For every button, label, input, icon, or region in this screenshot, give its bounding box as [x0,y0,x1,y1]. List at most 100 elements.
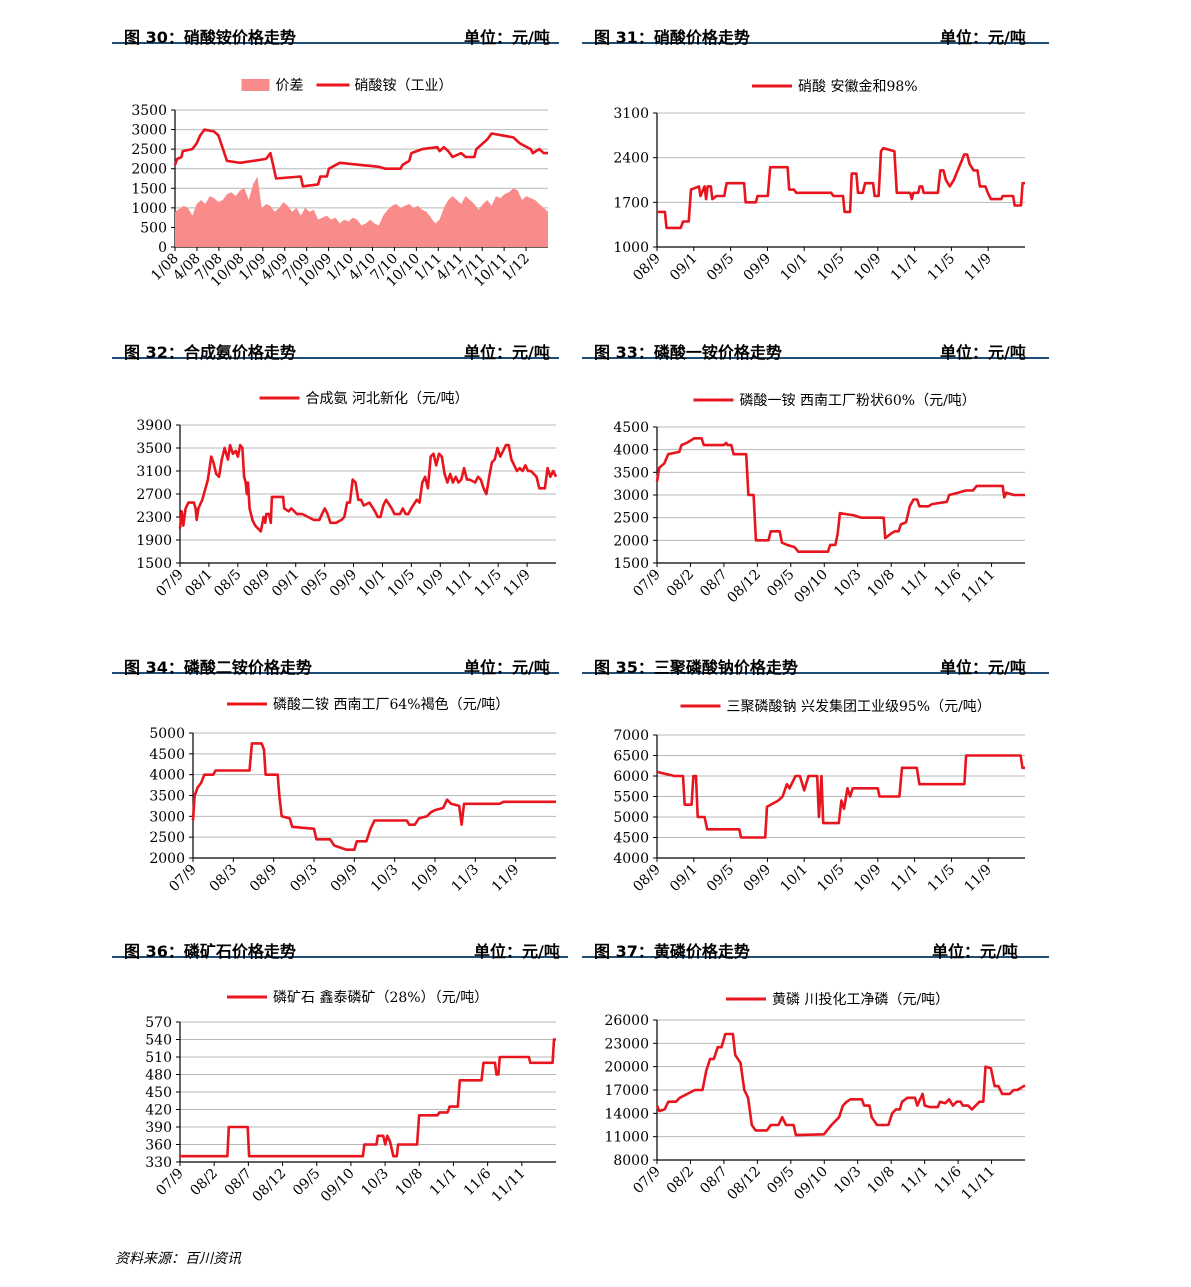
x-tick-label: 08/2 [664,567,698,601]
panel-header [112,922,568,958]
y-tick-label: 1000 [613,240,649,256]
legend: 磷酸一铵 西南工厂粉状60%（元/吨） [693,393,976,409]
x-tick-label: 09/3 [287,862,321,896]
y-tick-label: 20000 [604,1060,649,1076]
y-tick-label: 23000 [604,1036,649,1052]
panel-unit: 单位：元/吨 [940,658,1026,677]
x-tick-label: 10/5 [814,251,848,285]
chart-panel: 图 32：合成氨价格走势 单位：元/吨 [112,323,559,363]
legend: 硝酸 安徽金和98% [752,79,918,95]
x-tick-label: 10/8 [393,1166,427,1200]
x-tick-label: 10/1 [777,862,811,896]
panel-title: 图 37：黄磷价格走势 [594,942,750,961]
panel-unit: 单位：元/吨 [940,28,1026,47]
source-note: 资料来源：百川资讯 [115,1251,241,1267]
x-tick-label: 09/5 [704,862,738,896]
y-tick-label: 3500 [613,465,649,481]
y-tick-label: 0 [158,240,167,256]
x-tick-label: 09/10 [791,567,831,607]
y-tick-label: 8000 [613,1153,649,1169]
y-tick-label: 1900 [136,533,172,549]
x-tick-label: 11/1 [427,1166,461,1200]
series-line [178,443,558,533]
y-tick-label: 11000 [604,1130,649,1146]
x-tick-label: 08/9 [240,567,274,601]
y-tick-label: 2500 [613,511,649,527]
series-line [191,742,556,851]
y-tick-label: 3100 [613,106,649,122]
x-tick-label: 10/3 [368,862,402,896]
x-tick-label: 08/9 [247,862,281,896]
y-tick-label: 360 [145,1138,172,1154]
y-tick-label: 2000 [613,533,649,549]
panel-title: 图 36：磷矿石价格走势 [124,942,296,961]
x-tick-label: 09/10 [791,1164,831,1204]
y-tick-label: 3000 [131,123,167,139]
x-tick-label: 11/3 [449,862,483,896]
x-tick-label: 10/8 [864,567,898,601]
x-tick-label: 11/1 [898,567,932,601]
panel-header [582,323,1049,359]
x-tick-label: 10/5 [814,862,848,896]
panel-unit: 单位：元/吨 [464,28,550,47]
x-tick-label: 10/3 [831,567,865,601]
x-tick-label: 08/2 [187,1166,221,1200]
chart-panel: 图 34：磷酸二铵价格走势 单位：元/吨 [112,638,559,678]
x-tick-label: 09/9 [327,567,361,601]
legend-label: 价差 [276,78,304,94]
y-tick-label: 14000 [604,1106,649,1122]
y-tick-label: 2400 [613,151,649,167]
panel-unit: 单位：元/吨 [464,658,550,677]
x-tick-label: 09/9 [741,862,775,896]
legend-label: 磷酸一铵 西南工厂粉状60%（元/吨） [740,393,976,409]
x-tick-label: 08/12 [250,1166,290,1206]
chart-panel: 图 36：磷矿石价格走势 单位：元/吨 [112,922,568,962]
series-line [180,1038,556,1158]
series-line [657,146,1025,230]
y-tick-label: 420 [145,1103,172,1119]
panel-unit: 单位：元/吨 [932,942,1018,961]
y-tick-label: 4500 [149,747,185,763]
legend-label: 硝酸 安徽金和98% [798,79,918,95]
panel-header [582,922,1049,958]
y-tick-label: 3500 [136,441,172,457]
y-tick-label: 3000 [149,809,185,825]
y-tick-label: 570 [145,1015,172,1031]
panel-unit: 单位：元/吨 [940,343,1026,362]
x-tick-label: 09/1 [269,567,303,601]
legend: 磷酸二铵 西南工厂64%褐色（元/吨） [227,696,509,713]
y-tick-label: 4000 [613,851,649,867]
y-tick-label: 4000 [613,443,649,459]
legend-swatch-area [241,79,270,91]
x-tick-label: 08/2 [664,1164,698,1198]
legend-label: 磷矿石 鑫泰磷矿（28%）（元/吨） [273,989,488,1006]
x-tick-label: 09/9 [328,862,362,896]
y-tick-label: 6000 [613,769,649,785]
y-tick-label: 5000 [613,810,649,826]
panel-title: 图 31：硝酸价格走势 [594,28,750,47]
chart-panel: 图 35：三聚磷酸钠价格走势 单位：元/吨 [582,638,1049,678]
panel-header [582,8,1049,44]
chart-panel: 图 37：黄磷价格走势 单位：元/吨 [582,922,1049,962]
y-tick-label: 17000 [604,1083,649,1099]
panel-title: 图 34：磷酸二铵价格走势 [124,658,312,677]
y-tick-label: 2000 [149,851,185,867]
legend: 价差 硝酸铵（工业） [241,78,453,94]
y-tick-label: 500 [140,220,167,236]
legend: 合成氨 河北新化（元/吨） [259,391,469,407]
y-tick-label: 2500 [131,142,167,158]
y-tick-label: 510 [145,1050,172,1066]
chart: 35003000250020001500100050001/084/087/08… [131,78,548,290]
legend-label: 三聚磷酸钠 兴发集团工业级95%（元/吨） [727,698,991,715]
x-tick-label: 09/1 [667,251,701,285]
x-tick-label: 10/3 [831,1164,865,1198]
x-tick-label: 11/11 [959,567,999,607]
y-tick-label: 4500 [613,420,649,436]
y-tick-label: 2500 [149,830,185,846]
panel-title: 图 32：合成氨价格走势 [124,343,296,362]
y-tick-label: 6500 [613,749,649,765]
